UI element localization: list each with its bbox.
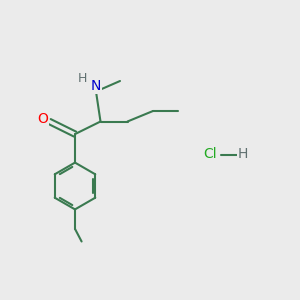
- Text: H: H: [78, 71, 87, 85]
- Text: Cl: Cl: [203, 148, 217, 161]
- Text: O: O: [38, 112, 48, 126]
- Text: H: H: [238, 148, 248, 161]
- Text: N: N: [91, 79, 101, 93]
